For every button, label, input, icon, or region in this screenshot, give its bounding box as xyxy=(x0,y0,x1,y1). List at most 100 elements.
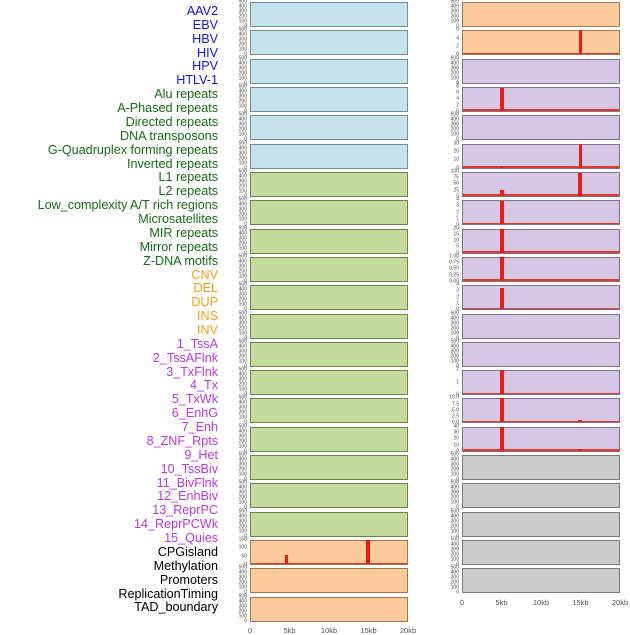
row-label: HIV xyxy=(197,45,218,60)
y-tick-label: 500 xyxy=(450,564,459,571)
signal-peak xyxy=(578,419,582,423)
signal-peak xyxy=(579,30,583,55)
signal-baseline xyxy=(463,251,619,253)
y-tick-label: 0 xyxy=(456,23,459,30)
x-tick-label: 15kb xyxy=(572,597,589,607)
y-tick-label: 10 xyxy=(453,442,459,449)
y-tick-label: 400 xyxy=(238,60,247,67)
y-tick-label: 400 xyxy=(450,513,459,520)
y-axis-ticks: 0.00 0.25 0.50 0.75 1.00 xyxy=(434,254,460,284)
y-tick-label: 200 xyxy=(238,155,247,162)
y-tick-label: 300 xyxy=(238,291,247,298)
y-tick-label: 0.25 xyxy=(449,272,459,279)
y-tick-label: 100 xyxy=(238,245,247,252)
row-label: HBV xyxy=(192,31,218,46)
y-tick-label: 500 xyxy=(238,310,247,317)
y-tick-label: 0 xyxy=(456,589,459,596)
y-tick-label: 500 xyxy=(450,338,459,345)
y-tick-label: 400 xyxy=(238,513,247,520)
y-tick-label: 300 xyxy=(238,206,247,213)
track-panel xyxy=(250,2,408,27)
y-tick-label: 2 xyxy=(456,366,459,373)
y-tick-label: 100 xyxy=(238,528,247,535)
track-panel xyxy=(462,171,620,197)
y-tick-label: 500 xyxy=(238,111,247,118)
y-tick-label: 200 xyxy=(238,70,247,77)
y-tick-label: 0 xyxy=(456,136,459,143)
track-panel xyxy=(250,483,408,509)
y-tick-label: 300 xyxy=(238,36,247,43)
track-panel xyxy=(462,115,620,141)
right-track-column: 0 100 200 300 400 500 0 2 4 6 0 100 200 300 400 500 0 2 4 6… xyxy=(434,0,630,630)
y-tick-label: 500 xyxy=(238,479,247,486)
y-tick-label: 400 xyxy=(238,31,247,38)
y-tick-label: 500 xyxy=(238,281,247,288)
y-tick-label: 500 xyxy=(238,338,247,345)
y-tick-label: 500 xyxy=(238,168,247,175)
row-label: L1 repeats xyxy=(158,170,218,185)
y-tick-label: 100 xyxy=(450,556,459,563)
y-axis-ticks: 0 100 200 300 400 500 xyxy=(222,366,248,397)
y-tick-label: 2 xyxy=(456,43,459,50)
track-panel xyxy=(462,398,620,424)
y-tick-label: 400 xyxy=(238,173,247,180)
y-tick-label: 500 xyxy=(238,564,247,571)
y-tick-label: 400 xyxy=(238,230,247,237)
y-tick-label: 300 xyxy=(238,8,247,15)
y-tick-label: 15 xyxy=(453,231,459,238)
signal-peak xyxy=(578,172,582,196)
y-tick-label: 500 xyxy=(238,83,247,90)
y-tick-label: 300 xyxy=(238,121,247,128)
row-label: Promoters xyxy=(159,572,218,587)
y-tick-label: 200 xyxy=(238,608,247,615)
signal-baseline xyxy=(463,166,619,168)
y-tick-label: 300 xyxy=(238,574,247,581)
track-panel xyxy=(462,313,620,339)
y-tick-label: 200 xyxy=(238,211,247,218)
y-tick-label: 100 xyxy=(238,499,247,506)
row-label: Mirror repeats xyxy=(139,239,218,254)
y-tick-label: 300 xyxy=(450,461,459,468)
y-tick-label: 100 xyxy=(238,103,247,110)
y-axis-ticks: 0 100 200 300 400 500 xyxy=(434,112,460,143)
signal-baseline xyxy=(463,449,619,451)
row-label: HPV xyxy=(192,59,218,74)
y-tick-label: 400 xyxy=(238,343,247,350)
y-tick-label: 400 xyxy=(450,456,459,463)
y-tick-label: 500 xyxy=(238,55,247,62)
x-tick-label: 0 xyxy=(247,626,253,635)
y-tick-label: 400 xyxy=(238,88,247,95)
row-label: Methylation xyxy=(153,558,218,573)
track-panel xyxy=(462,2,620,27)
y-tick-label: 0 xyxy=(456,448,459,455)
y-tick-label: 0 xyxy=(244,504,247,511)
y-tick-label: 6 xyxy=(456,26,459,33)
y-tick-label: 200 xyxy=(238,41,247,48)
y-tick-label: 400 xyxy=(238,315,247,322)
y-tick-label: 400 xyxy=(238,598,247,605)
y-tick-label: 500 xyxy=(238,366,247,373)
row-label: 11_BivFlnk xyxy=(156,475,218,490)
y-tick-label: 300 xyxy=(450,348,459,355)
x-tick-label: 20kb xyxy=(399,626,417,635)
y-tick-label: 200 xyxy=(238,13,247,20)
y-tick-label: 400 xyxy=(450,569,459,576)
track-panel xyxy=(462,200,620,226)
y-tick-label: 400 xyxy=(238,484,247,491)
y-tick-label: 0 xyxy=(244,278,247,285)
track-panel xyxy=(250,171,408,197)
y-tick-label: 300 xyxy=(238,404,247,411)
y-tick-label: 25 xyxy=(453,187,459,194)
y-tick-label: 0 xyxy=(244,335,247,342)
y-tick-label: 400 xyxy=(238,371,247,378)
y-tick-label: 400 xyxy=(450,116,459,123)
track-panel xyxy=(250,398,408,424)
y-tick-label: 0 xyxy=(244,363,247,370)
y-tick-label: 0 xyxy=(456,51,459,58)
track-panel xyxy=(462,455,620,481)
y-tick-label: 0 xyxy=(244,476,247,483)
y-tick-label: 300 xyxy=(238,178,247,185)
